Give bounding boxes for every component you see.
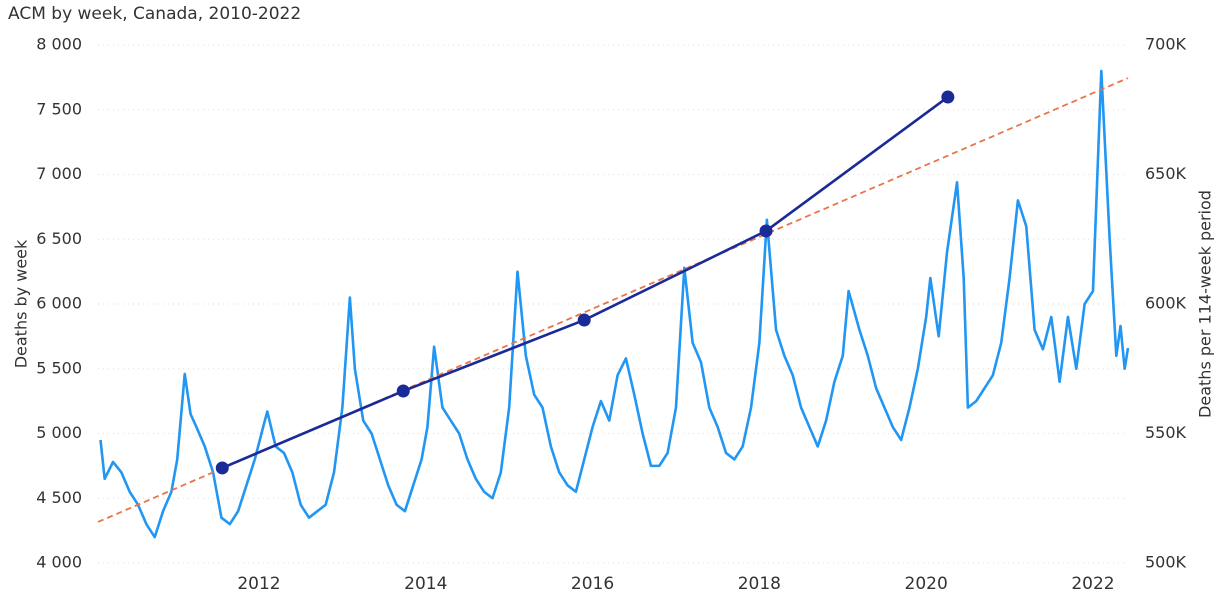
x-tick-label: 2014 <box>404 574 447 594</box>
x-tick-label: 2012 <box>237 574 280 594</box>
y2-tick-label: 500K <box>1145 553 1187 572</box>
chart-title: ACM by week, Canada, 2010-2022 <box>8 4 301 24</box>
x-tick-label: 2020 <box>905 574 948 594</box>
series-line <box>99 69 1130 539</box>
series-line <box>221 96 949 470</box>
y-tick-label: 7 500 <box>36 99 82 118</box>
y-axis-label: Deaths by week <box>12 239 31 368</box>
x-tick-label: 2018 <box>738 574 781 594</box>
y-tick-label: 7 000 <box>36 164 82 183</box>
series-marker <box>759 224 773 238</box>
y2-tick-label: 600K <box>1145 294 1187 313</box>
x-tick-label: 2016 <box>571 574 614 594</box>
y-tick-label: 4 500 <box>36 488 82 507</box>
y-tick-label: 4 000 <box>36 553 82 572</box>
y2-tick-label: 700K <box>1145 35 1187 54</box>
series-marker <box>577 313 591 327</box>
series-marker <box>396 384 410 398</box>
y-tick-label: 6 000 <box>36 294 82 313</box>
y-tick-label: 6 500 <box>36 229 82 248</box>
y-tick-label: 5 000 <box>36 423 82 442</box>
x-tick-label: 2022 <box>1071 574 1114 594</box>
series-line <box>97 77 1129 523</box>
y-tick-label: 8 000 <box>36 35 82 54</box>
series-marker <box>941 90 955 104</box>
y2-tick-label: 650K <box>1145 164 1187 183</box>
y2-tick-label: 550K <box>1145 423 1187 442</box>
y-tick-label: 5 500 <box>36 358 82 377</box>
y2-axis-label: Deaths per 114-week period <box>1196 190 1215 418</box>
series-marker <box>215 461 229 475</box>
